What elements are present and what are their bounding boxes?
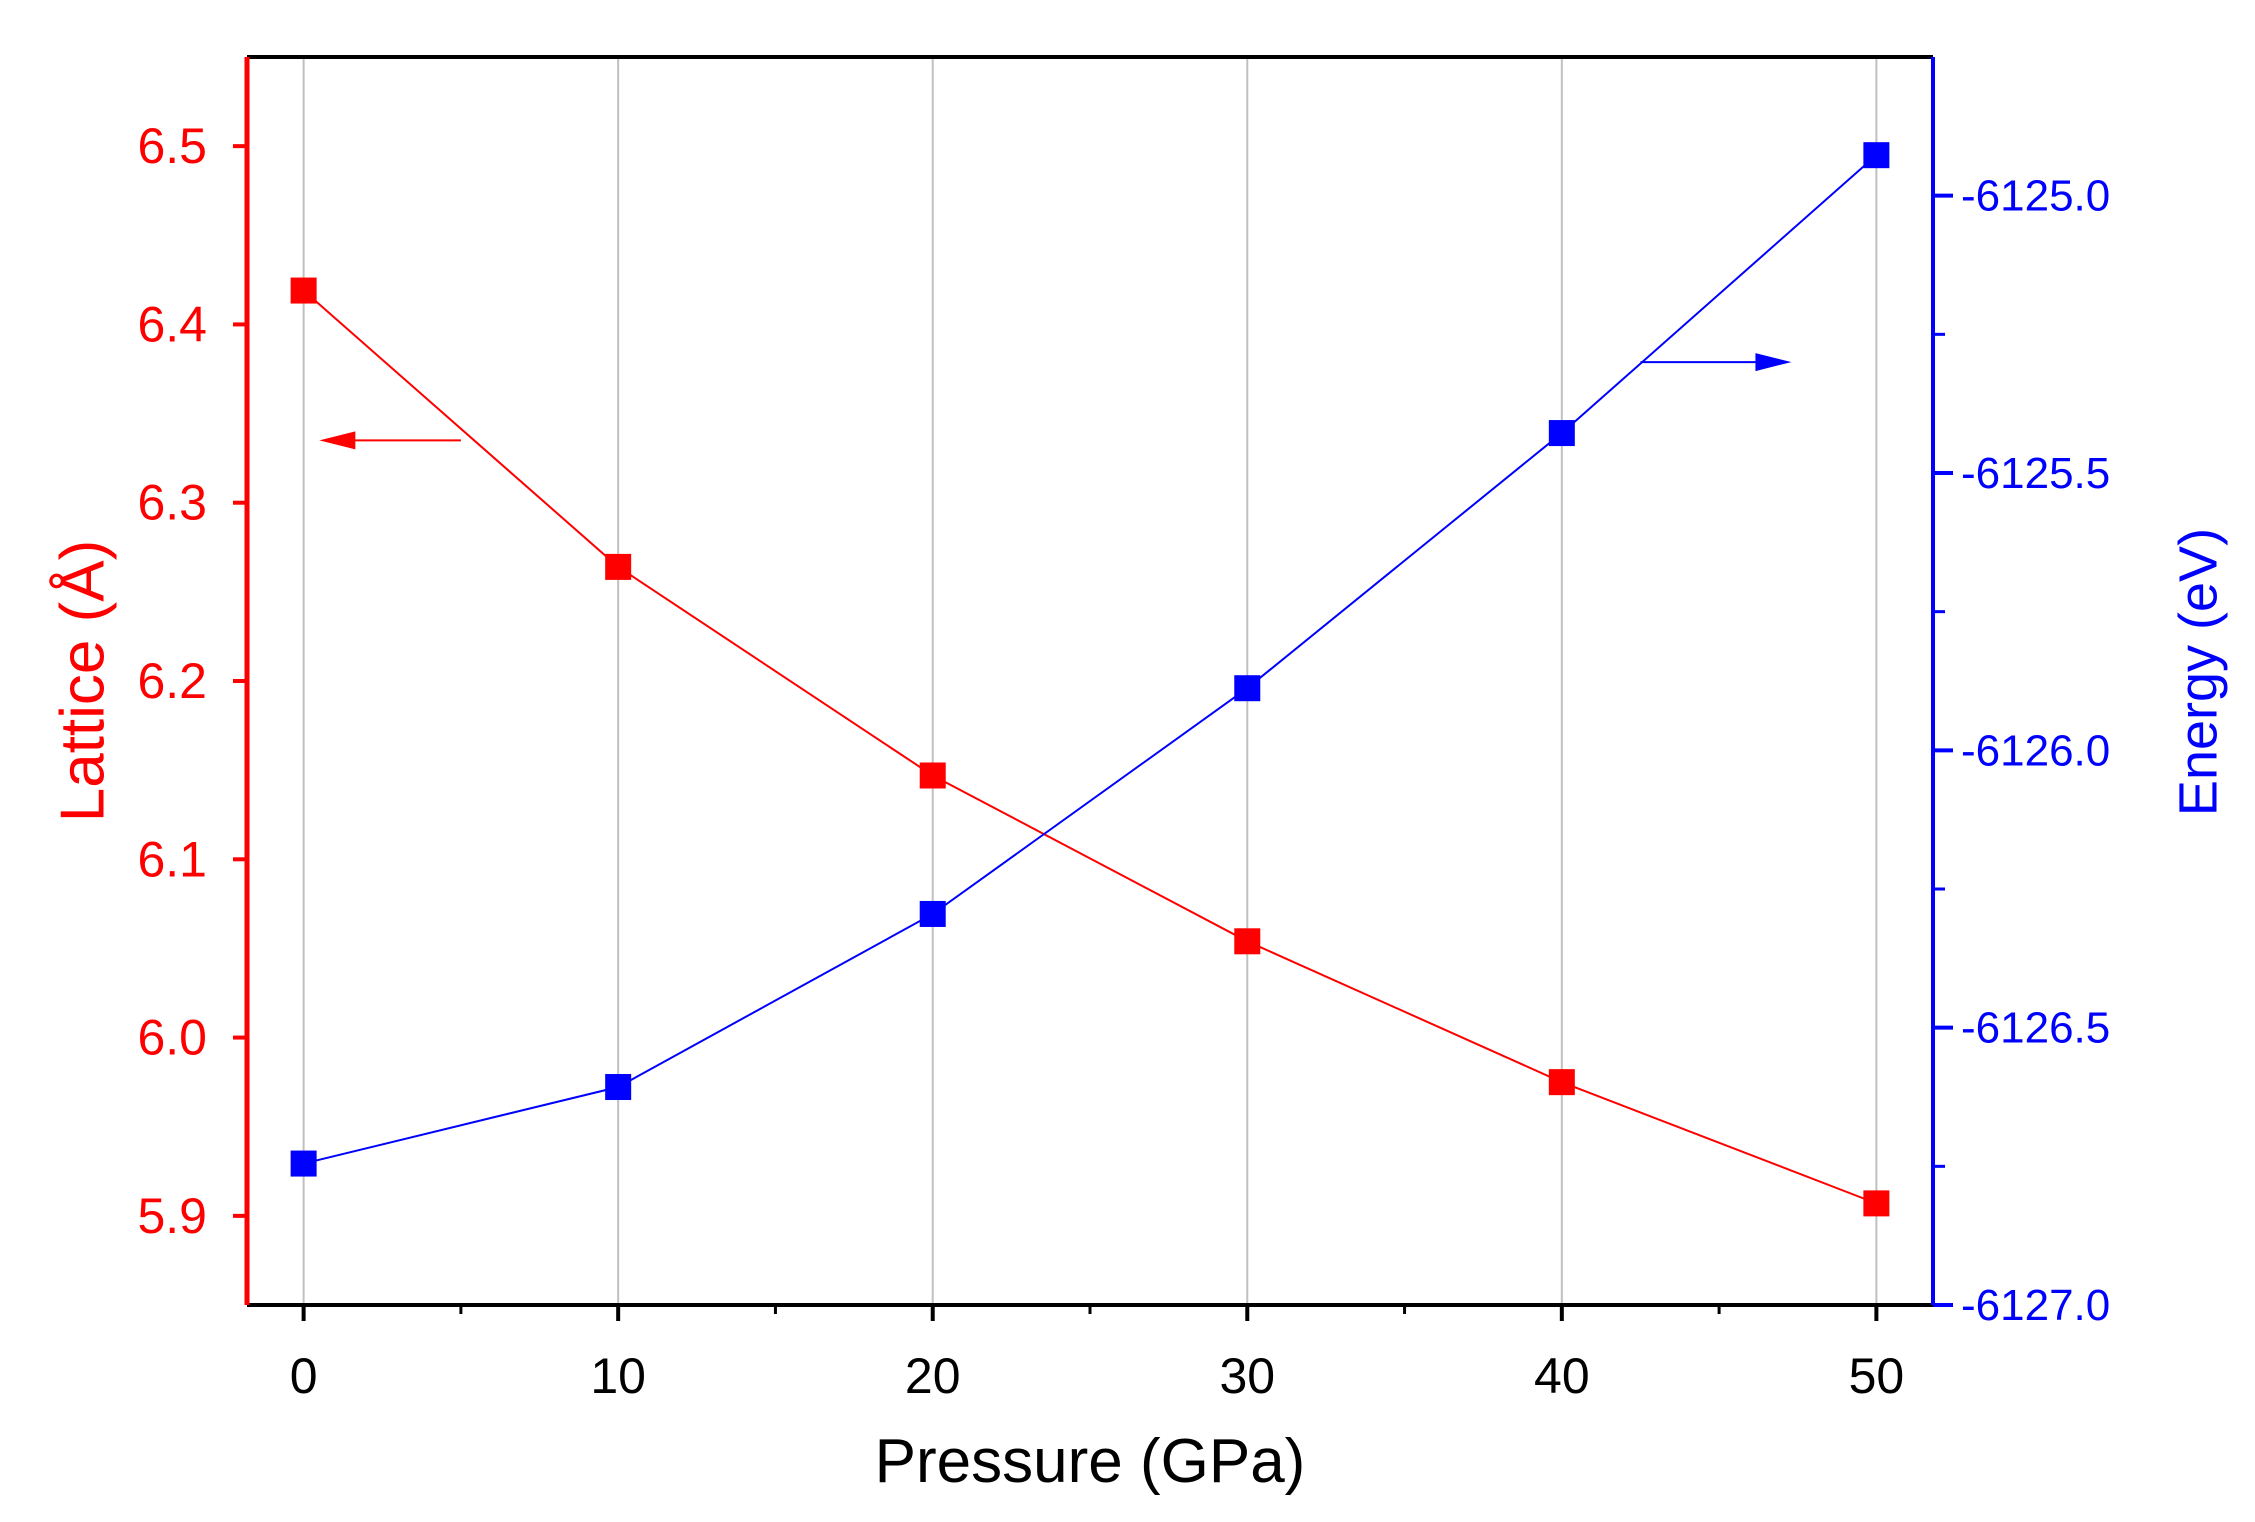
data-point-energy xyxy=(919,900,946,927)
left-tick-label: 6.5 xyxy=(137,118,207,174)
right-tick-label: -6126.5 xyxy=(1961,1004,2110,1053)
data-point-energy xyxy=(605,1074,632,1101)
x-tick-label: 20 xyxy=(905,1348,961,1404)
left-tick-label: 5.9 xyxy=(137,1188,207,1244)
series-line-lattice xyxy=(302,289,1877,1205)
right-tick-label: -6126.0 xyxy=(1961,726,2110,775)
right-tick-label: -6127.0 xyxy=(1961,1281,2110,1330)
left-tick-label: 6.0 xyxy=(137,1010,207,1066)
x-tick-label: 10 xyxy=(590,1348,646,1404)
left-axis-title: Lattice (Å) xyxy=(48,540,117,823)
data-point-energy xyxy=(1863,142,1890,169)
right-tick-label: -6125.0 xyxy=(1961,172,2110,221)
x-tick-label: 0 xyxy=(290,1348,318,1404)
arrow-right-icon xyxy=(1755,353,1792,372)
right-axis-title: Energy (eV) xyxy=(2168,528,2228,816)
right-tick-label: -6125.5 xyxy=(1961,449,2110,498)
data-point-energy xyxy=(290,1150,317,1177)
x-axis-title: Pressure (GPa) xyxy=(875,1427,1306,1496)
series-layer xyxy=(290,142,1890,1217)
left-tick-label: 6.3 xyxy=(137,475,207,531)
left-tick-label: 6.2 xyxy=(137,653,207,709)
data-point-lattice xyxy=(1548,1069,1575,1096)
data-point-lattice xyxy=(1863,1190,1890,1217)
x-tick-label: 30 xyxy=(1219,1348,1275,1404)
left-axis: 5.9 6.0 6.1 6.2 6.3 6.4 6.5 xyxy=(137,118,247,1244)
right-axis: -6127.0 -6126.5 -6126.0 -6125.5 -6125.0 xyxy=(1933,172,2110,1330)
x-axis: 0 10 20 30 40 50 xyxy=(290,1305,1904,1404)
data-point-energy xyxy=(1548,420,1575,447)
data-point-lattice xyxy=(919,762,946,789)
data-point-lattice xyxy=(1234,928,1261,955)
left-tick-label: 6.4 xyxy=(137,296,207,352)
data-point-energy xyxy=(1234,675,1261,702)
left-tick-label: 6.1 xyxy=(137,831,207,887)
annotation-layer xyxy=(319,353,1792,450)
series-line-energy xyxy=(303,154,1878,1165)
data-point-lattice xyxy=(605,553,632,580)
x-tick-label: 40 xyxy=(1534,1348,1590,1404)
grid xyxy=(302,57,1878,1305)
data-point-lattice xyxy=(290,277,317,304)
arrow-left-icon xyxy=(319,431,356,450)
x-tick-label: 50 xyxy=(1849,1348,1905,1404)
